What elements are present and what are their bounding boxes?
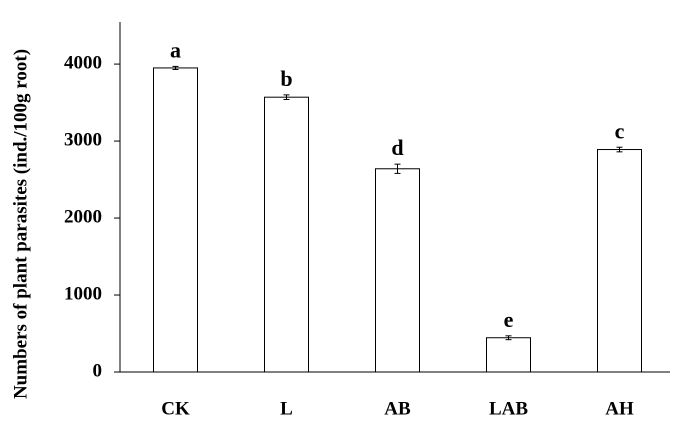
y-tick-label: 3000	[64, 129, 102, 150]
significance-label: e	[504, 307, 514, 332]
bar	[153, 67, 198, 373]
x-tick-label: AH	[605, 398, 634, 419]
significance-label: a	[170, 37, 181, 62]
significance-label: d	[391, 135, 403, 160]
y-tick-label: 4000	[64, 52, 102, 73]
y-tick-label: 0	[93, 360, 103, 381]
x-tick-label: CK	[161, 398, 190, 419]
y-tick-label: 2000	[64, 206, 102, 227]
bar	[486, 337, 531, 373]
y-tick-label: 1000	[64, 283, 102, 304]
y-axis-label: Numbers of plant parasites (ind./100g ro…	[10, 49, 31, 399]
bar	[375, 168, 420, 373]
bar	[597, 149, 642, 373]
x-tick-label: L	[280, 398, 293, 419]
x-tick-label: AB	[384, 398, 411, 419]
x-tick-label: LAB	[489, 398, 528, 419]
significance-label: c	[615, 118, 625, 143]
bar	[264, 96, 309, 373]
significance-label: b	[280, 66, 292, 91]
